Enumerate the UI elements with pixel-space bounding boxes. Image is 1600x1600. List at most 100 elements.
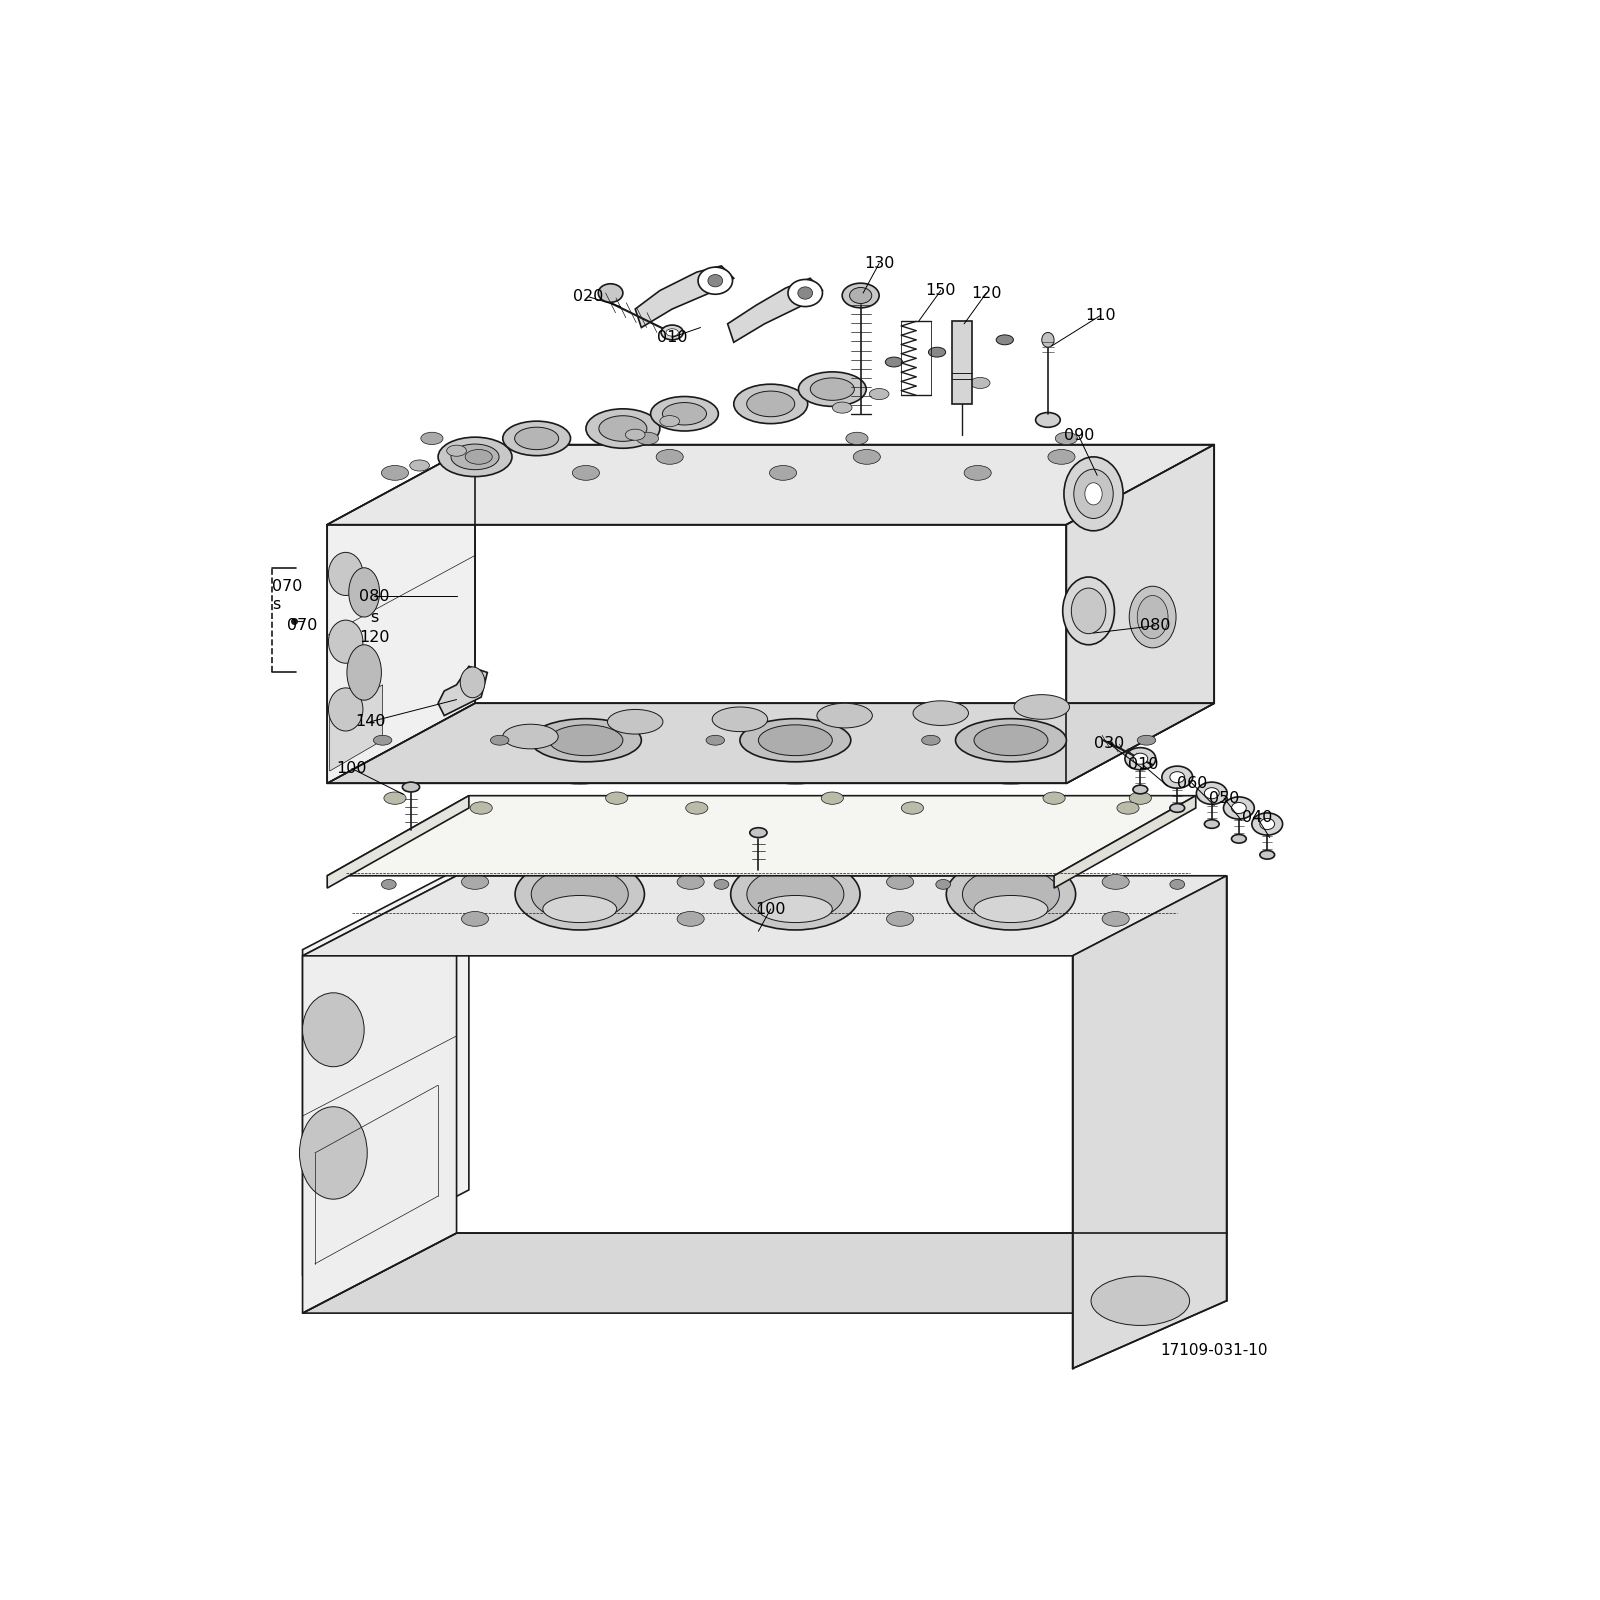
Ellipse shape <box>549 725 622 755</box>
Polygon shape <box>1054 795 1195 888</box>
Text: s: s <box>370 610 378 624</box>
Ellipse shape <box>901 802 923 814</box>
Polygon shape <box>326 445 475 784</box>
Ellipse shape <box>491 736 509 746</box>
Text: 070: 070 <box>288 618 318 634</box>
Text: 090: 090 <box>1064 429 1094 443</box>
Ellipse shape <box>531 718 642 762</box>
Text: 120: 120 <box>358 630 389 645</box>
Polygon shape <box>635 266 734 328</box>
Ellipse shape <box>1062 578 1115 645</box>
Polygon shape <box>1072 875 1227 1368</box>
Ellipse shape <box>661 325 683 339</box>
Ellipse shape <box>1205 819 1219 829</box>
Ellipse shape <box>502 725 558 749</box>
Ellipse shape <box>1085 483 1102 506</box>
Ellipse shape <box>1133 786 1147 794</box>
Ellipse shape <box>1014 694 1069 720</box>
Ellipse shape <box>965 466 992 480</box>
Text: s: s <box>272 597 280 613</box>
Ellipse shape <box>1232 835 1246 843</box>
Text: 050: 050 <box>1210 790 1240 806</box>
Ellipse shape <box>1197 782 1227 805</box>
Polygon shape <box>1067 445 1214 784</box>
Ellipse shape <box>1102 912 1130 926</box>
Ellipse shape <box>461 667 485 698</box>
Text: 140: 140 <box>355 714 386 730</box>
Ellipse shape <box>1035 413 1061 427</box>
Text: 040: 040 <box>1242 810 1272 826</box>
Ellipse shape <box>1170 803 1184 813</box>
Ellipse shape <box>714 880 730 890</box>
Polygon shape <box>302 864 469 1277</box>
Text: 030: 030 <box>1094 736 1125 752</box>
Ellipse shape <box>1170 880 1184 890</box>
Polygon shape <box>302 875 1227 955</box>
Ellipse shape <box>810 378 854 400</box>
Polygon shape <box>326 795 469 888</box>
Ellipse shape <box>869 389 890 400</box>
Ellipse shape <box>1072 589 1106 634</box>
Polygon shape <box>326 445 1214 525</box>
Ellipse shape <box>1042 333 1054 347</box>
Ellipse shape <box>1251 813 1283 835</box>
Ellipse shape <box>534 725 626 774</box>
Ellipse shape <box>963 867 1059 922</box>
Ellipse shape <box>598 416 646 442</box>
Ellipse shape <box>686 802 707 814</box>
Ellipse shape <box>832 402 853 413</box>
Text: 010: 010 <box>658 330 688 346</box>
Text: 130: 130 <box>864 256 894 270</box>
Ellipse shape <box>853 450 880 464</box>
Ellipse shape <box>739 718 851 762</box>
Ellipse shape <box>637 432 659 445</box>
Ellipse shape <box>886 875 914 890</box>
Ellipse shape <box>347 645 381 701</box>
Ellipse shape <box>421 432 443 445</box>
Ellipse shape <box>1232 803 1246 813</box>
Ellipse shape <box>466 450 493 464</box>
Polygon shape <box>330 685 382 771</box>
Polygon shape <box>326 704 1214 784</box>
Ellipse shape <box>798 286 813 299</box>
Text: 070: 070 <box>272 579 302 594</box>
Ellipse shape <box>662 403 707 426</box>
Ellipse shape <box>542 896 616 923</box>
Text: 060: 060 <box>1178 776 1208 790</box>
Ellipse shape <box>299 1107 368 1198</box>
Ellipse shape <box>666 328 678 336</box>
Ellipse shape <box>606 792 627 805</box>
Ellipse shape <box>1170 771 1184 782</box>
Polygon shape <box>728 278 822 342</box>
Ellipse shape <box>712 707 768 731</box>
Ellipse shape <box>922 736 941 746</box>
Ellipse shape <box>1064 458 1123 531</box>
Ellipse shape <box>1259 819 1275 829</box>
Ellipse shape <box>698 267 733 294</box>
Ellipse shape <box>1102 875 1130 890</box>
Ellipse shape <box>328 552 363 595</box>
Ellipse shape <box>936 880 950 890</box>
Text: 100: 100 <box>755 901 786 917</box>
Ellipse shape <box>349 568 379 618</box>
Ellipse shape <box>1074 469 1114 518</box>
Ellipse shape <box>651 397 718 430</box>
Ellipse shape <box>747 390 795 416</box>
Ellipse shape <box>384 792 406 805</box>
Text: 080: 080 <box>358 589 389 603</box>
Text: 020: 020 <box>573 290 603 304</box>
Text: 080: 080 <box>1139 618 1170 634</box>
Ellipse shape <box>328 621 363 664</box>
Ellipse shape <box>515 859 645 930</box>
Bar <box>952 322 971 403</box>
Ellipse shape <box>328 688 363 731</box>
Ellipse shape <box>787 280 822 307</box>
Ellipse shape <box>731 859 861 930</box>
Ellipse shape <box>531 867 629 922</box>
Ellipse shape <box>598 283 622 302</box>
Ellipse shape <box>758 896 832 923</box>
Ellipse shape <box>461 875 488 890</box>
Ellipse shape <box>451 445 499 470</box>
Ellipse shape <box>1117 802 1139 814</box>
Ellipse shape <box>974 725 1048 755</box>
